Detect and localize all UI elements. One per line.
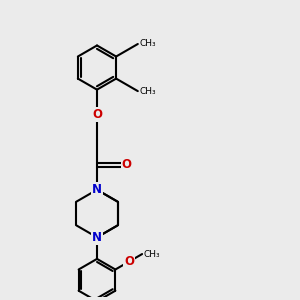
Text: N: N <box>92 231 102 244</box>
Text: O: O <box>122 158 131 171</box>
Text: N: N <box>92 183 102 196</box>
Text: N: N <box>92 231 102 244</box>
Text: O: O <box>124 255 134 268</box>
Text: O: O <box>92 108 102 121</box>
Text: CH₃: CH₃ <box>139 87 156 96</box>
Text: CH₃: CH₃ <box>139 40 156 49</box>
Text: CH₃: CH₃ <box>144 250 160 259</box>
Text: N: N <box>92 183 102 196</box>
